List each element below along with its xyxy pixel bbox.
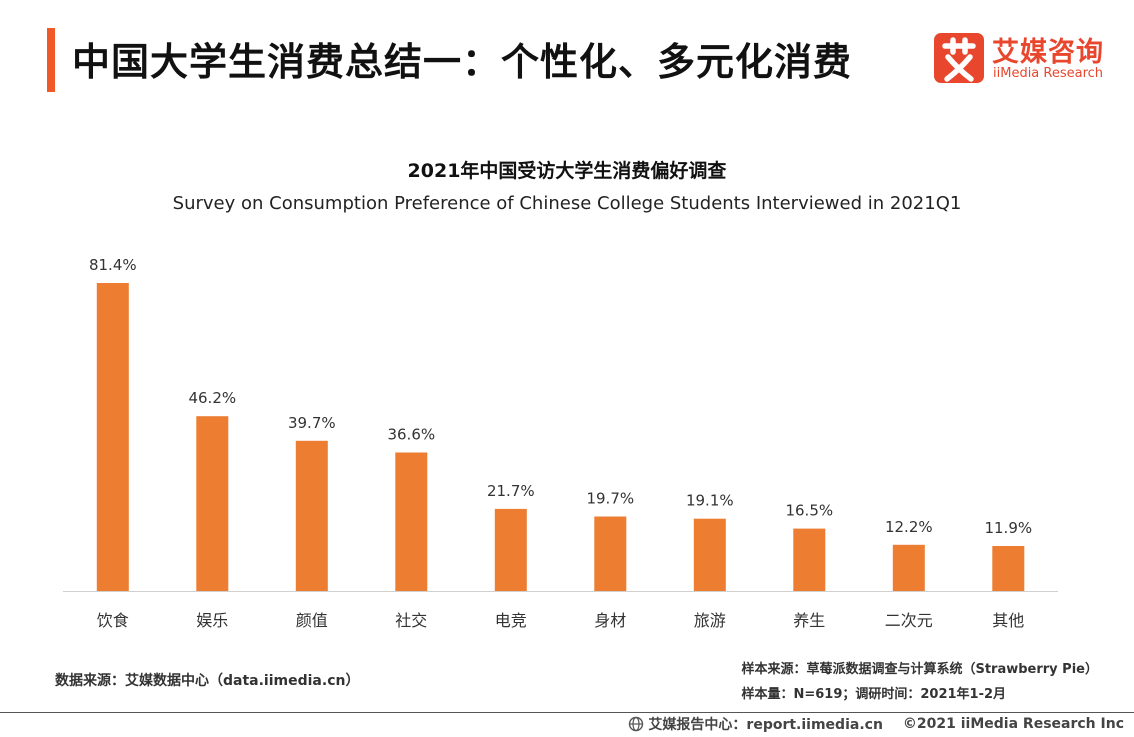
category-label-8: 养生 [793, 611, 825, 630]
data-label-10: 11.9% [984, 519, 1032, 537]
category-label-7: 旅游 [694, 611, 726, 630]
category-label-6: 身材 [594, 611, 626, 630]
chart-title: 2021年中国受访大学生消费偏好调查 [407, 160, 727, 182]
bar-7 [693, 518, 726, 591]
data-label-8: 16.5% [785, 502, 833, 520]
data-label-5: 21.7% [487, 482, 535, 500]
category-label-5: 电竞 [495, 611, 527, 630]
category-label-4: 社交 [395, 611, 427, 630]
logo-name-en: iiMedia Research [993, 66, 1104, 81]
data-label-6: 19.7% [586, 490, 634, 508]
bar-6 [594, 516, 627, 591]
data-label-7: 19.1% [686, 492, 734, 510]
ai-logo-icon [934, 33, 984, 83]
bar-1 [96, 283, 129, 591]
category-label-2: 娱乐 [196, 611, 228, 630]
logo-name-cn: 艾媒咨询 [992, 37, 1104, 68]
footer-divider [0, 712, 1134, 713]
sample-info: 样本来源：草莓派数据调查与计算系统（Strawberry Pie） 样本量：N=… [741, 657, 1098, 707]
chart-subtitle: Survey on Consumption Preference of Chin… [172, 193, 962, 214]
bar-4 [395, 452, 428, 591]
sample-size-note: 样本量：N=619；调研时间：2021年1-2月 [741, 687, 1007, 702]
page-title: 中国大学生消费总结一：个性化、多元化消费 [72, 40, 853, 84]
category-label-3: 颜值 [296, 611, 328, 630]
data-label-9: 12.2% [885, 518, 933, 536]
data-label-4: 36.6% [387, 426, 435, 444]
category-label-9: 二次元 [885, 611, 933, 630]
bar-8 [793, 528, 826, 591]
bar-3 [295, 440, 328, 591]
iimedia-logo[interactable]: 艾媒咨询 iiMedia Research [934, 33, 1124, 85]
copyright-text: ©2021 iiMedia Research Inc [902, 716, 1124, 732]
globe-icon [628, 716, 644, 732]
category-label-10: 其他 [992, 611, 1024, 630]
data-label-1: 81.4% [89, 256, 137, 274]
data-source-note: 数据来源：艾媒数据中心（data.iimedia.cn） [55, 673, 360, 689]
title-accent-bar [47, 28, 55, 92]
bar-9 [892, 544, 925, 591]
footer-bottom-bar: 艾媒报告中心：report.iimedia.cn ©2021 iiMedia R… [628, 713, 1124, 735]
data-label-2: 46.2% [188, 389, 236, 407]
bar-5 [494, 508, 527, 591]
sample-source-note: 样本来源：草莓派数据调查与计算系统（Strawberry Pie） [741, 662, 1098, 677]
data-label-3: 39.7% [288, 414, 336, 432]
bar-2 [196, 416, 229, 591]
report-center-link[interactable]: 艾媒报告中心：report.iimedia.cn [648, 717, 883, 733]
bar-10 [992, 546, 1025, 591]
category-label-1: 饮食 [97, 611, 129, 630]
